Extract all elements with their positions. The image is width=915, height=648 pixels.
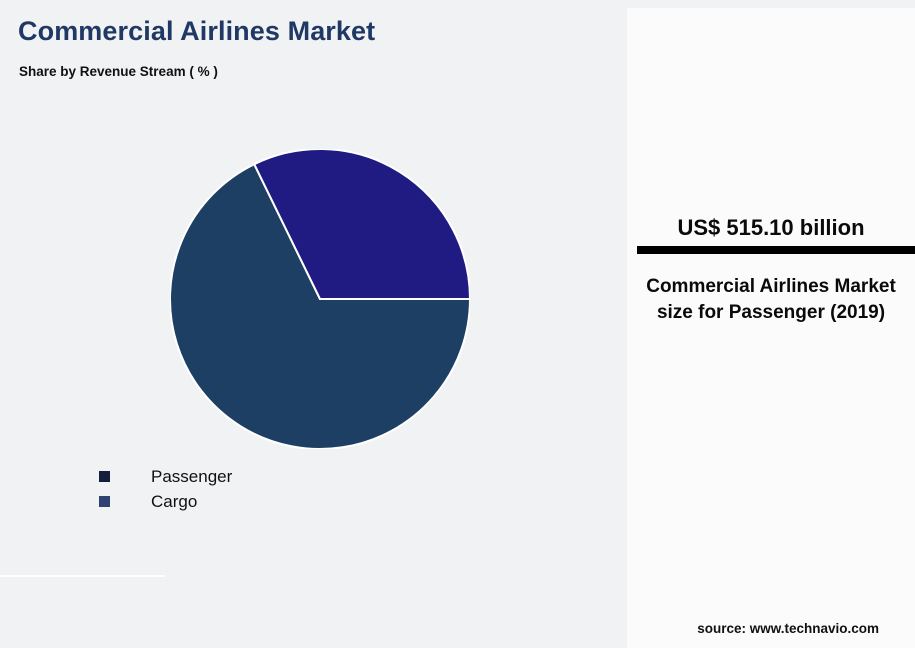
legend-swatch-icon-passenger (99, 471, 110, 482)
legend-label-passenger: Passenger (151, 467, 233, 486)
chart-panel: Commercial Airlines Market Share by Reve… (0, 0, 627, 648)
source-note: source: www.technavio.com (697, 621, 879, 636)
info-panel-top-strip (627, 0, 915, 8)
legend-swatch-icon-cargo (99, 496, 110, 507)
kpi-divider (637, 246, 915, 254)
pie-chart-svg (170, 149, 470, 449)
kpi-caption: Commercial Airlines Market size for Pass… (646, 276, 896, 324)
chart-legend: Passenger Cargo (99, 464, 459, 514)
page-title: Commercial Airlines Market (18, 16, 376, 46)
legend-label-cargo: Cargo (151, 492, 198, 511)
legend-item-cargo[interactable]: Cargo (99, 489, 459, 514)
legend-item-passenger[interactable]: Passenger (99, 464, 459, 489)
pie-slice-passenger[interactable] (170, 162, 470, 449)
kpi-value: US$ 515.10 billion (677, 215, 865, 240)
pie-chart (170, 149, 470, 449)
footer-divider (0, 575, 165, 577)
chart-subtitle: Share by Revenue Stream ( % ) (19, 64, 218, 79)
info-panel: US$ 515.10 billion Commercial Airlines M… (627, 0, 915, 648)
pie-slice-cargo[interactable] (252, 149, 470, 300)
